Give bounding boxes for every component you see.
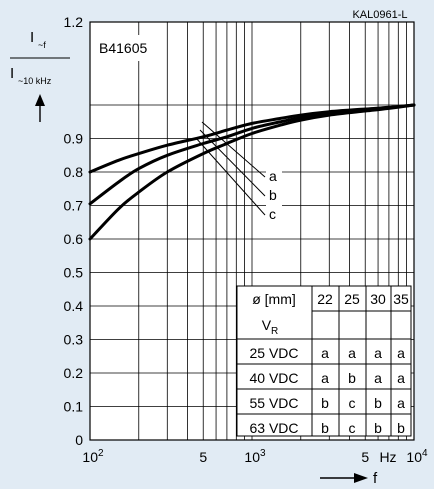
doc-id: KAL0961-L [352,9,407,21]
curve-label-a: a [269,168,277,184]
table-header-cell: ø [mm] [252,291,296,307]
table-header-cell: 35 [393,291,409,307]
table-curve-cell: b [321,420,329,436]
x-tick-label: 104 [406,448,428,465]
table-curve-cell: a [321,370,329,386]
x-axis-unit: Hz [379,449,396,465]
table-voltage-cell: 63 VDC [249,420,298,436]
table-curve-cell: b [374,395,382,411]
x-tick-label: 5 [199,449,207,465]
table-voltage-cell: 25 VDC [249,345,298,361]
table-curve-cell: c [349,395,356,411]
y-arrow-head [35,94,45,106]
y-tick-label: 0.5 [64,265,84,281]
y-axis-label: I ~f I ~10 kHz [10,29,70,122]
y-tick-label: 0.6 [64,231,84,247]
leader-a [201,121,266,178]
table-curve-cell: a [374,345,382,361]
table-curve-cell: b [374,420,382,436]
table-header-cell: 22 [317,291,333,307]
y-label-den-sub: ~10 kHz [18,76,52,86]
plot-frame [89,21,415,441]
y-tick-label: 0.7 [64,198,84,214]
curve-label-bg [266,164,282,224]
curve-c [88,103,416,241]
part-number-box [91,35,163,61]
x-arrow-head [354,473,368,483]
y-tick-label: 1.2 [64,14,84,30]
leader-b [199,129,266,197]
table-header-cell: 30 [370,291,386,307]
y-label-den-main: I [10,65,14,82]
table-curve-cell: a [397,345,405,361]
y-label-num-main: I [30,29,34,46]
x-axis-label: f [320,470,378,487]
table-curve-cell: a [348,345,356,361]
table-curve-cell: a [374,370,382,386]
table-curve-cell: a [321,345,329,361]
table-voltage-cell: 40 VDC [249,370,298,386]
part-number: B41605 [99,40,147,56]
x-tick-label: 102 [82,448,104,465]
table-curve-cell: c [349,420,356,436]
curve-label-c: c [269,206,276,222]
table-subheader: VR [262,317,279,337]
curves [88,103,416,241]
y-label-num-sub: ~f [38,40,46,50]
curve-leaders: a b c [195,121,282,224]
y-tick-label: 0.3 [64,332,84,348]
tick-labels: 0 0.1 0.2 0.3 0.4 0.5 0.6 0.7 0.8 0.9 1.2 102 5 103 5 1… [64,14,428,465]
curve-label-b: b [269,187,277,203]
table-curve-cell: b [321,395,329,411]
y-tick-label: 0 [75,432,83,448]
leader-c [195,137,266,216]
y-tick-label: 0.2 [64,365,84,381]
x-tick-label: 103 [244,448,266,465]
y-tick-label: 0.1 [64,399,84,415]
y-tick-label: 0.9 [64,131,84,147]
table-header-cell: 25 [344,291,360,307]
table-curve-cell: a [397,395,405,411]
x-tick-label: 5 [361,449,369,465]
table-curve-cell: a [397,370,405,386]
x-label: f [373,470,378,487]
table-curve-cell: b [397,420,405,436]
table-curve-cell: b [348,370,356,386]
y-tick-label: 0.8 [64,164,84,180]
table-voltage-cell: 55 VDC [249,395,298,411]
y-tick-label: 0.4 [64,298,84,314]
